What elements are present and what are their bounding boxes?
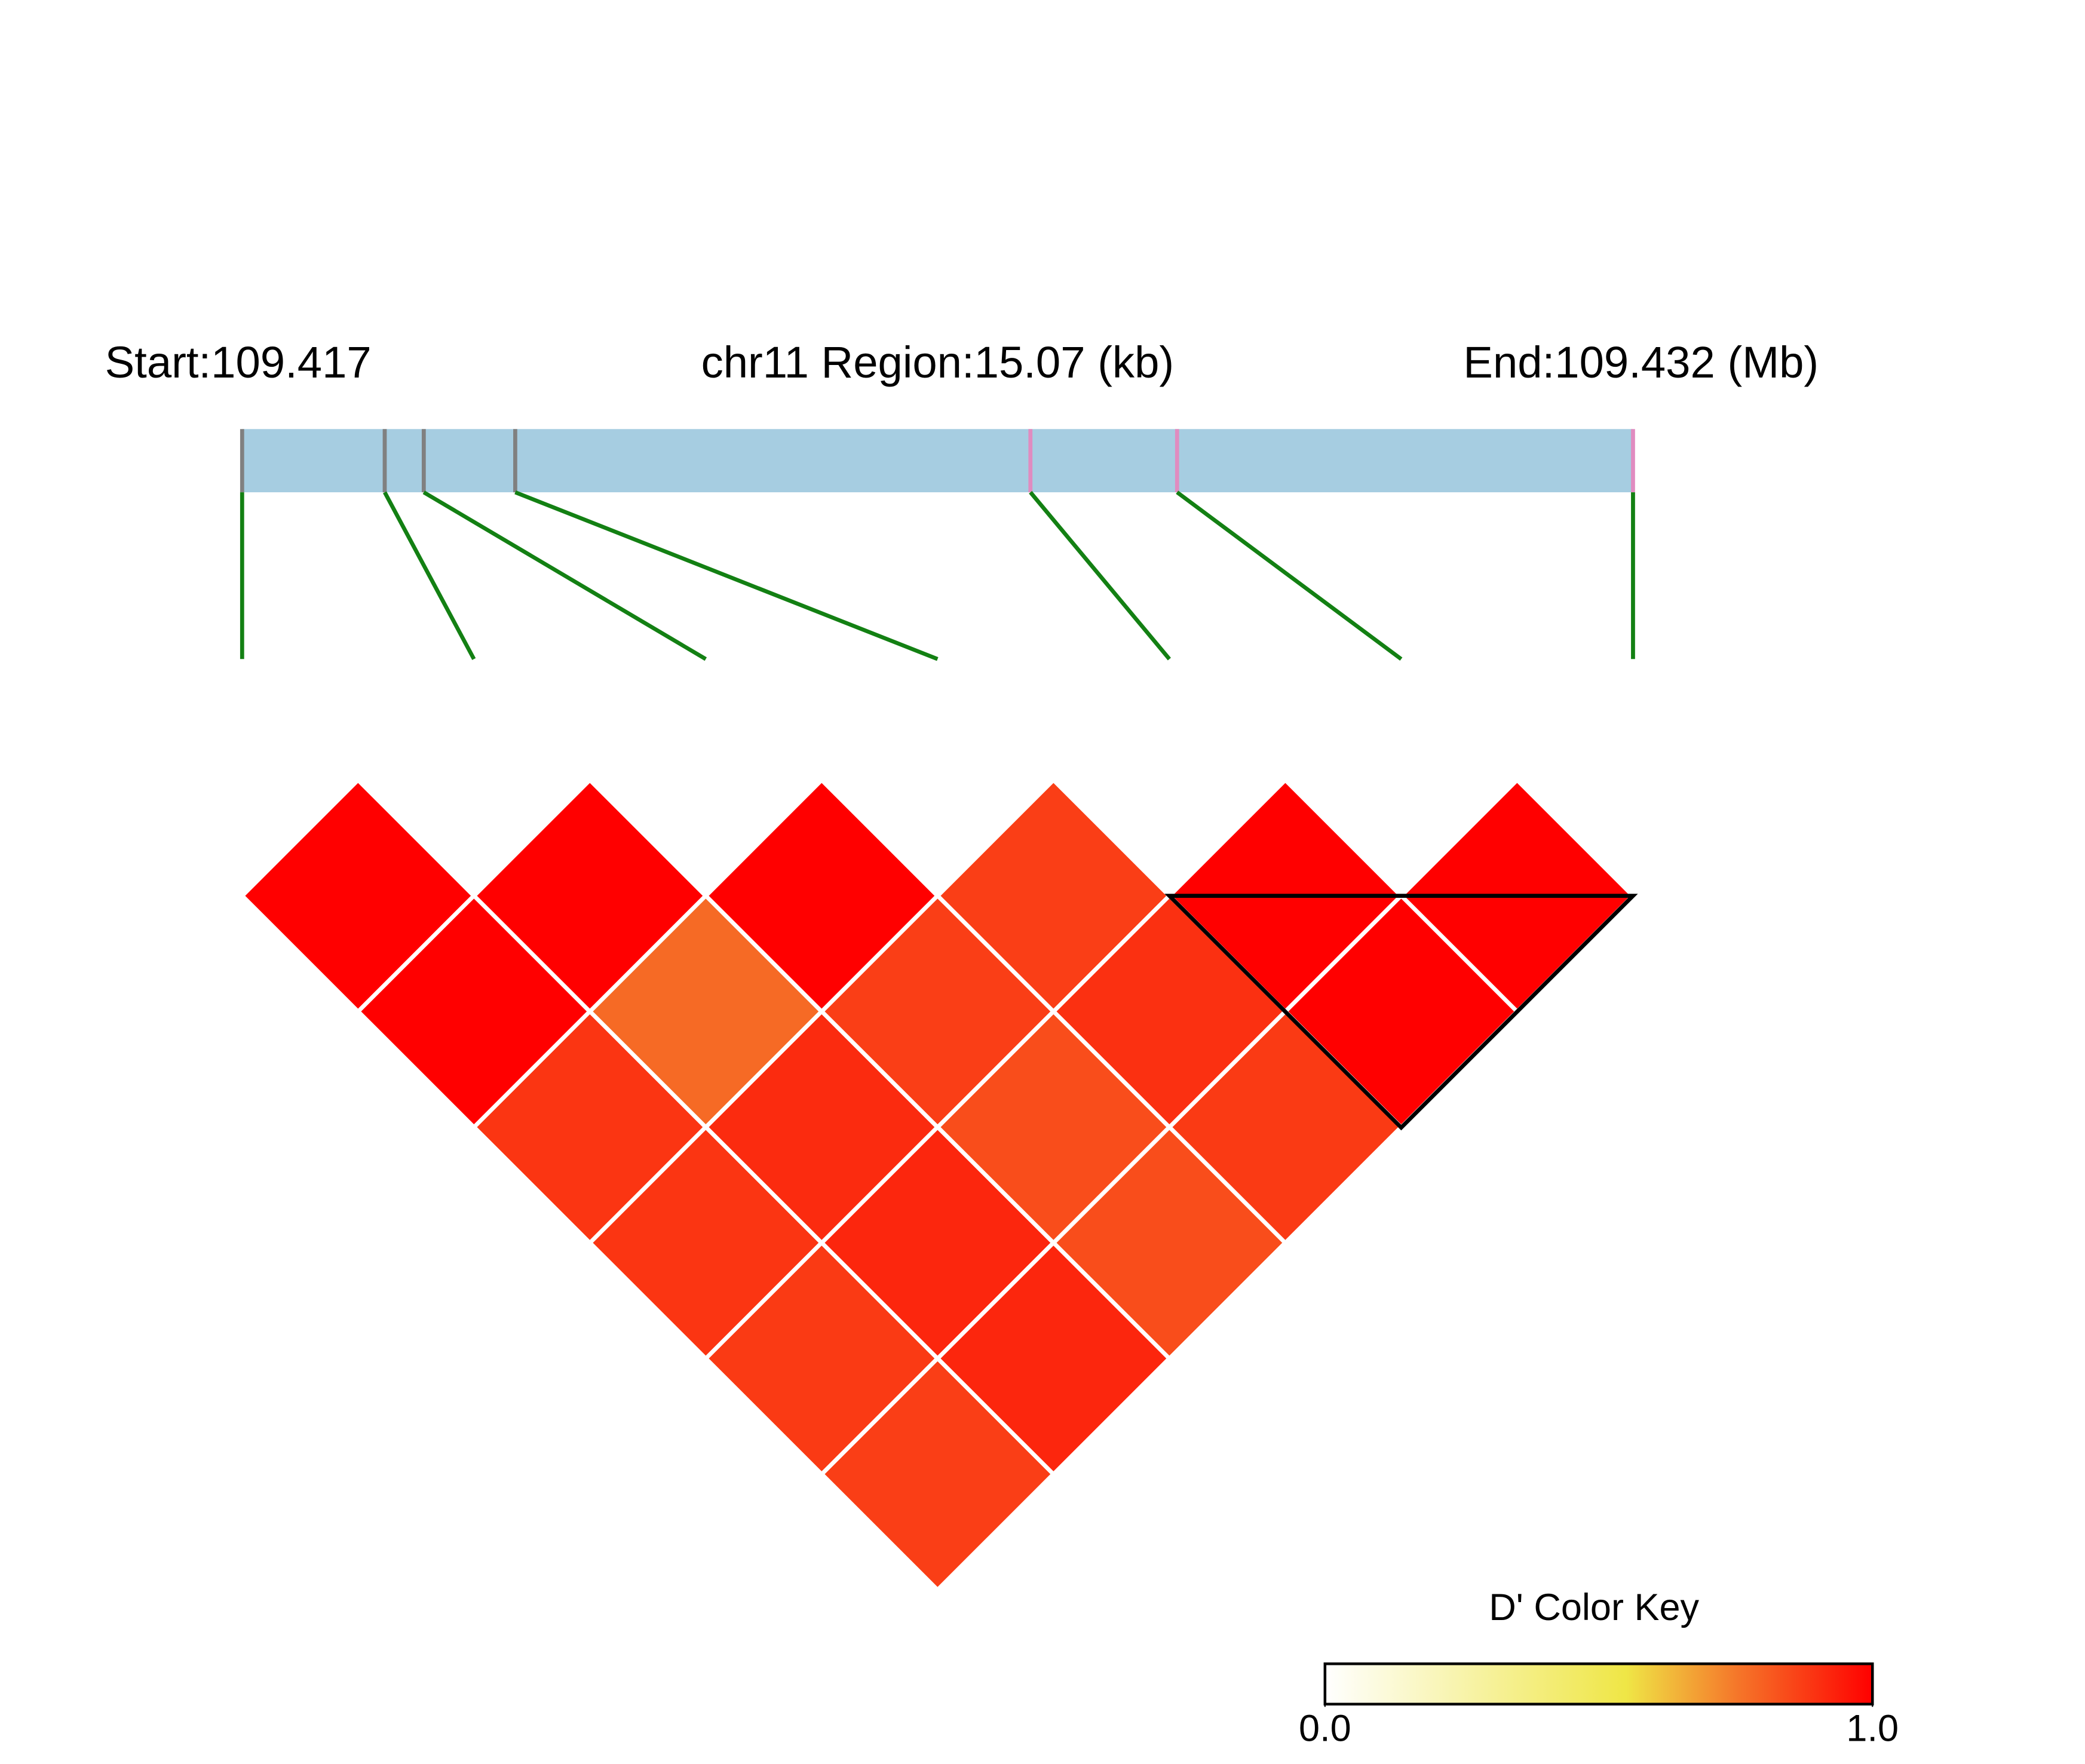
marker-connector bbox=[1029, 490, 1171, 661]
marker-connector bbox=[382, 491, 476, 660]
ld-cell bbox=[818, 1355, 1056, 1593]
chart-title: chr11 Region:15.07 (kb) bbox=[701, 338, 1175, 387]
marker-connector bbox=[514, 490, 939, 661]
marker-connector bbox=[422, 490, 707, 661]
ld-block bbox=[1164, 894, 1638, 1131]
key-tick-label: 1.0 bbox=[1846, 1707, 1899, 1749]
key-tick-label: 0.0 bbox=[1299, 1707, 1351, 1749]
start-label: Start:109.417 bbox=[105, 338, 372, 387]
end-label: End:109.432 (Mb) bbox=[1463, 338, 1819, 387]
marker-connector bbox=[1176, 490, 1403, 661]
legend-title: D' Color Key bbox=[1489, 1587, 1699, 1628]
color-key bbox=[1323, 1662, 1874, 1706]
region-bar bbox=[242, 429, 1633, 493]
